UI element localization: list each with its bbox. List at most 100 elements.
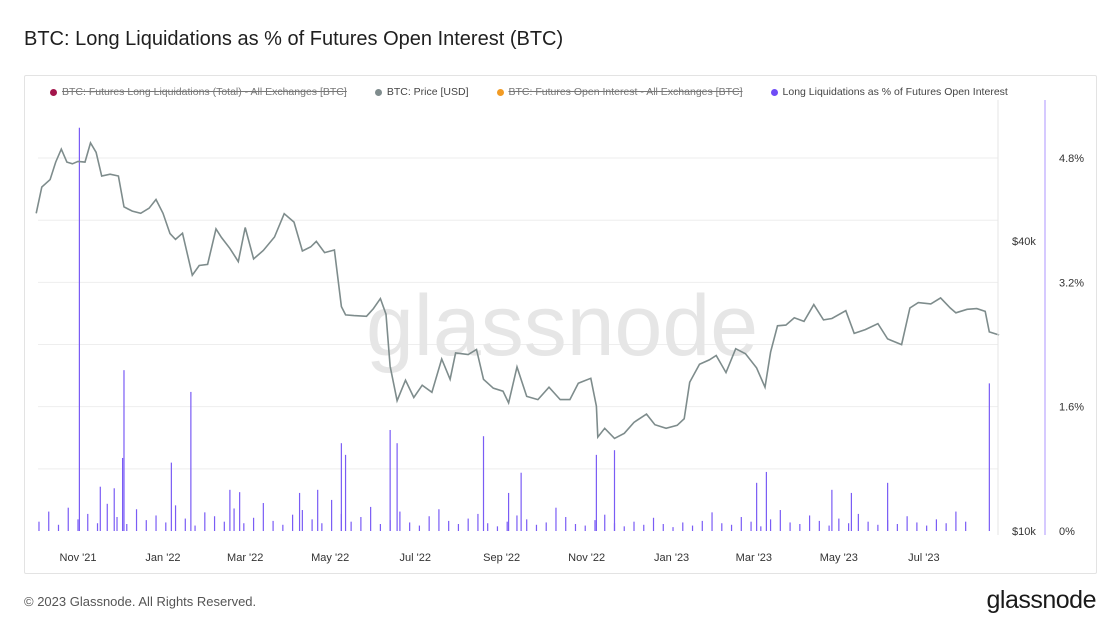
- liquidation-bar: [239, 492, 241, 531]
- liquidation-bar: [291, 514, 294, 531]
- chart-legend: BTC: Futures Long Liquidations (Total) -…: [50, 86, 1008, 98]
- liquidation-bar: [190, 391, 192, 531]
- liquidation-bar: [317, 489, 319, 531]
- liquidation-bar: [769, 519, 772, 531]
- liquidation-bar: [331, 499, 333, 531]
- liquidation-bar: [121, 457, 124, 531]
- liquidation-bar: [906, 516, 908, 531]
- liquidation-bar: [818, 520, 820, 531]
- liquidation-bar: [262, 503, 264, 531]
- liquidation-bar: [643, 524, 645, 531]
- liquidation-bar: [584, 525, 586, 531]
- legend-item-open-interest[interactable]: BTC: Futures Open Interest - All Exchang…: [496, 86, 743, 98]
- liquidation-bar: [838, 518, 840, 531]
- liquidation-bar: [457, 524, 460, 531]
- liquidation-bar: [448, 520, 450, 531]
- chart-frame: [24, 75, 1097, 574]
- liquidation-bar: [282, 524, 284, 531]
- liquidation-bar: [389, 429, 391, 531]
- liquidation-bar: [38, 521, 40, 531]
- liquidation-bar: [223, 521, 225, 531]
- liquidation-bar: [135, 509, 138, 531]
- pct-tick-label: 1.6%: [1059, 402, 1084, 414]
- liquidation-bar: [379, 524, 381, 531]
- x-tick-label: Jan '23: [654, 552, 689, 564]
- x-tick-label: May '22: [311, 552, 349, 564]
- liquidation-bar: [887, 482, 889, 531]
- watermark: glassnode: [366, 278, 758, 374]
- pct-tick-label: 4.8%: [1059, 153, 1084, 165]
- liquidation-bar: [595, 454, 597, 531]
- liquidation-bar: [213, 516, 216, 531]
- liquidation-bar: [482, 436, 485, 531]
- liquidation-bar: [740, 517, 742, 531]
- legend-item-price[interactable]: BTC: Price [USD]: [374, 86, 469, 98]
- liquidation-bar: [516, 515, 518, 531]
- liquidation-bar: [321, 523, 323, 531]
- x-tick-label: Nov '22: [568, 552, 605, 564]
- x-tick-label: Jul '23: [908, 552, 939, 564]
- liquidation-bar: [682, 522, 684, 531]
- liquidation-bar: [272, 520, 274, 531]
- liquidation-bar: [721, 523, 723, 531]
- liquidation-bar: [298, 492, 301, 531]
- liquidation-bar: [896, 524, 898, 531]
- liquidation-bar: [965, 521, 967, 531]
- legend-label: BTC: Futures Long Liquidations (Total) -…: [62, 86, 347, 98]
- liquidation-bar: [877, 524, 879, 531]
- liquidation-bar: [350, 521, 352, 531]
- liquidation-bar: [78, 127, 80, 531]
- x-tick-label: Sep '22: [483, 552, 520, 564]
- liquidation-bar: [428, 516, 430, 531]
- liquidation-bar: [126, 524, 128, 531]
- x-tick-label: Mar '22: [227, 552, 263, 564]
- liquidation-bar: [799, 524, 801, 531]
- glassnode-logo[interactable]: glassnode: [986, 586, 1097, 614]
- legend-item-liquidation-pct[interactable]: Long Liquidations as % of Futures Open I…: [770, 86, 1008, 98]
- liquidation-bar: [233, 508, 235, 531]
- x-tick-label: Jan '22: [145, 552, 180, 564]
- liquidation-bar: [633, 521, 635, 531]
- liquidation-bar: [935, 519, 937, 531]
- liquidation-bar: [857, 513, 859, 531]
- liquidation-bar: [808, 515, 811, 531]
- liquidation-bar: [574, 524, 577, 531]
- liquidation-bar: [555, 507, 557, 531]
- liquidation-bar: [204, 512, 206, 531]
- gridlines: [38, 157, 998, 470]
- liquidation-bar: [243, 523, 245, 531]
- x-tick-label: Jul '22: [400, 552, 431, 564]
- price-tick-label: $40k: [1012, 236, 1036, 248]
- liquidation-bar: [155, 515, 157, 531]
- liquidation-bar: [252, 517, 255, 531]
- liquidation-bar: [396, 443, 398, 531]
- pct-tick-label: 0%: [1059, 526, 1075, 538]
- liquidation-bar: [988, 383, 990, 531]
- liquidation-bar: [765, 471, 767, 531]
- liquidation-bar: [301, 510, 303, 531]
- liquidation-bar: [750, 521, 752, 531]
- liquidation-bar: [850, 492, 852, 531]
- liquidation-bar: [87, 513, 89, 531]
- liquidation-bar: [955, 511, 957, 531]
- liquidation-bar: [340, 443, 342, 531]
- liquidation-bar: [507, 492, 510, 531]
- liquidation-bar: [145, 520, 147, 531]
- liquidation-bar: [77, 519, 79, 531]
- liquidation-bar: [113, 488, 115, 531]
- liquidation-bar: [477, 513, 479, 531]
- legend-dot-icon: [770, 88, 778, 96]
- liquidation-bar: [828, 525, 830, 531]
- liquidation-bar: [418, 525, 421, 531]
- liquidation-bar: [174, 505, 177, 531]
- legend-dot-icon: [374, 88, 382, 96]
- legend-item-long-liquidations[interactable]: BTC: Futures Long Liquidations (Total) -…: [50, 86, 347, 98]
- liquidation-bar: [867, 521, 869, 531]
- liquidation-bar: [506, 521, 508, 531]
- x-tick-label: Mar '23: [736, 552, 772, 564]
- liquidation-bar: [613, 450, 616, 531]
- liquidation-bar: [623, 526, 625, 531]
- liquidation-bar: [711, 512, 713, 531]
- liquidation-bar: [662, 524, 664, 531]
- legend-dot-icon: [50, 88, 57, 96]
